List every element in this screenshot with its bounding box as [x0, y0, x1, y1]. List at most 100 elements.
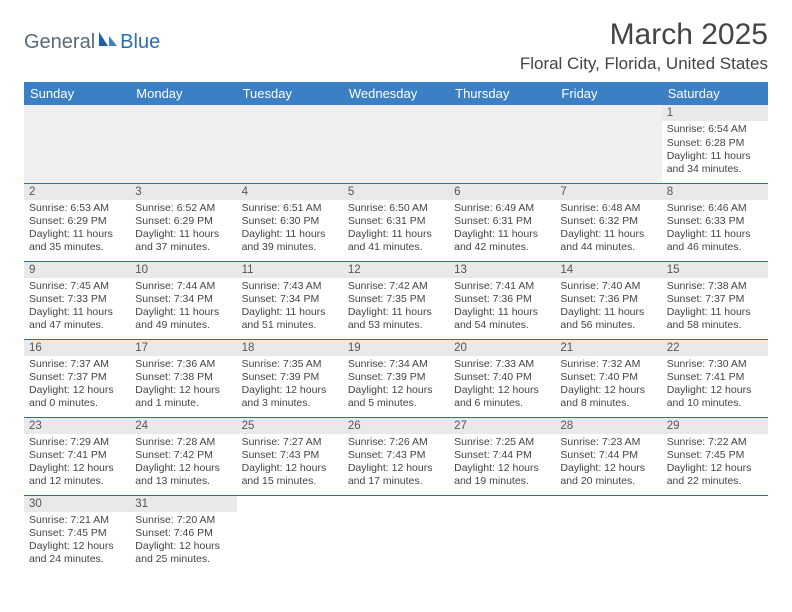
calendar-day: 12Sunrise: 7:42 AMSunset: 7:35 PMDayligh…: [343, 261, 449, 339]
calendar-day: 26Sunrise: 7:26 AMSunset: 7:43 PMDayligh…: [343, 417, 449, 495]
daylight-text-2: and 17 minutes.: [348, 475, 444, 488]
day-body: Sunrise: 6:50 AMSunset: 6:31 PMDaylight:…: [343, 200, 449, 258]
daylight-text-2: and 10 minutes.: [667, 397, 763, 410]
calendar-day: 23Sunrise: 7:29 AMSunset: 7:41 PMDayligh…: [24, 417, 130, 495]
daylight-text: Daylight: 11 hours: [135, 306, 231, 319]
daylight-text-2: and 0 minutes.: [29, 397, 125, 410]
day-body: Sunrise: 7:44 AMSunset: 7:34 PMDaylight:…: [130, 278, 236, 336]
sunrise-text: Sunrise: 7:34 AM: [348, 358, 444, 371]
calendar-body: 1Sunrise: 6:54 AMSunset: 6:28 PMDaylight…: [24, 105, 768, 573]
sunrise-text: Sunrise: 7:23 AM: [560, 436, 656, 449]
daylight-text: Daylight: 11 hours: [29, 228, 125, 241]
sunset-text: Sunset: 7:39 PM: [242, 371, 338, 384]
daylight-text-2: and 20 minutes.: [560, 475, 656, 488]
day-body: Sunrise: 6:48 AMSunset: 6:32 PMDaylight:…: [555, 200, 661, 258]
sunset-text: Sunset: 7:37 PM: [667, 293, 763, 306]
calendar-day: 7Sunrise: 6:48 AMSunset: 6:32 PMDaylight…: [555, 183, 661, 261]
calendar-day: 9Sunrise: 7:45 AMSunset: 7:33 PMDaylight…: [24, 261, 130, 339]
sunrise-text: Sunrise: 7:38 AM: [667, 280, 763, 293]
day-number: 13: [449, 262, 555, 278]
sunset-text: Sunset: 7:39 PM: [348, 371, 444, 384]
calendar-day-empty: [237, 495, 343, 573]
day-number: 1: [662, 105, 768, 121]
day-number: 23: [24, 418, 130, 434]
sunrise-text: Sunrise: 7:33 AM: [454, 358, 550, 371]
daylight-text-2: and 8 minutes.: [560, 397, 656, 410]
daylight-text: Daylight: 12 hours: [135, 540, 231, 553]
day-number: 11: [237, 262, 343, 278]
daylight-text: Daylight: 11 hours: [29, 306, 125, 319]
sunrise-text: Sunrise: 7:32 AM: [560, 358, 656, 371]
day-body: Sunrise: 7:32 AMSunset: 7:40 PMDaylight:…: [555, 356, 661, 414]
calendar-day-empty: [24, 105, 130, 183]
calendar-day: 14Sunrise: 7:40 AMSunset: 7:36 PMDayligh…: [555, 261, 661, 339]
daylight-text: Daylight: 12 hours: [560, 462, 656, 475]
day-number: 4: [237, 184, 343, 200]
daylight-text-2: and 25 minutes.: [135, 553, 231, 566]
day-number: 2: [24, 184, 130, 200]
day-body: Sunrise: 7:36 AMSunset: 7:38 PMDaylight:…: [130, 356, 236, 414]
sunrise-text: Sunrise: 6:49 AM: [454, 202, 550, 215]
day-body: Sunrise: 7:42 AMSunset: 7:35 PMDaylight:…: [343, 278, 449, 336]
daylight-text: Daylight: 12 hours: [135, 462, 231, 475]
day-body: Sunrise: 7:23 AMSunset: 7:44 PMDaylight:…: [555, 434, 661, 492]
calendar-day: 13Sunrise: 7:41 AMSunset: 7:36 PMDayligh…: [449, 261, 555, 339]
daylight-text: Daylight: 11 hours: [667, 228, 763, 241]
day-number: 30: [24, 496, 130, 512]
sunrise-text: Sunrise: 6:52 AM: [135, 202, 231, 215]
day-number: 25: [237, 418, 343, 434]
daylight-text: Daylight: 12 hours: [29, 462, 125, 475]
page-title: March 2025: [520, 18, 768, 52]
calendar-week: 1Sunrise: 6:54 AMSunset: 6:28 PMDaylight…: [24, 105, 768, 183]
logo-text-blue: Blue: [120, 31, 160, 54]
daylight-text-2: and 53 minutes.: [348, 319, 444, 332]
sunset-text: Sunset: 6:29 PM: [29, 215, 125, 228]
sunset-text: Sunset: 7:36 PM: [560, 293, 656, 306]
calendar-day: 22Sunrise: 7:30 AMSunset: 7:41 PMDayligh…: [662, 339, 768, 417]
day-number: 15: [662, 262, 768, 278]
sunset-text: Sunset: 7:44 PM: [454, 449, 550, 462]
day-body: Sunrise: 7:43 AMSunset: 7:34 PMDaylight:…: [237, 278, 343, 336]
location-text: Floral City, Florida, United States: [520, 54, 768, 74]
sunset-text: Sunset: 7:34 PM: [242, 293, 338, 306]
day-number: 16: [24, 340, 130, 356]
daylight-text-2: and 58 minutes.: [667, 319, 763, 332]
calendar-day: 5Sunrise: 6:50 AMSunset: 6:31 PMDaylight…: [343, 183, 449, 261]
daylight-text: Daylight: 12 hours: [242, 384, 338, 397]
calendar-day: 4Sunrise: 6:51 AMSunset: 6:30 PMDaylight…: [237, 183, 343, 261]
calendar-week: 23Sunrise: 7:29 AMSunset: 7:41 PMDayligh…: [24, 417, 768, 495]
calendar-day-empty: [343, 495, 449, 573]
day-body: Sunrise: 6:52 AMSunset: 6:29 PMDaylight:…: [130, 200, 236, 258]
day-number: 7: [555, 184, 661, 200]
day-body: Sunrise: 7:37 AMSunset: 7:37 PMDaylight:…: [24, 356, 130, 414]
day-body: Sunrise: 6:46 AMSunset: 6:33 PMDaylight:…: [662, 200, 768, 258]
calendar-day: 21Sunrise: 7:32 AMSunset: 7:40 PMDayligh…: [555, 339, 661, 417]
sunrise-text: Sunrise: 6:53 AM: [29, 202, 125, 215]
daylight-text-2: and 37 minutes.: [135, 241, 231, 254]
daylight-text-2: and 22 minutes.: [667, 475, 763, 488]
daylight-text-2: and 13 minutes.: [135, 475, 231, 488]
calendar-day-empty: [343, 105, 449, 183]
calendar-day: 18 Sunrise: 7:35 AMSunset: 7:39 PMDayligh…: [237, 339, 343, 417]
daylight-text: Daylight: 12 hours: [454, 384, 550, 397]
day-number: 31: [130, 496, 236, 512]
sunrise-text: Sunrise: 7:43 AM: [242, 280, 338, 293]
sunrise-text: Sunrise: 7:26 AM: [348, 436, 444, 449]
daylight-text-2: and 44 minutes.: [560, 241, 656, 254]
daylight-text: Daylight: 11 hours: [454, 306, 550, 319]
daylight-text: Daylight: 11 hours: [560, 228, 656, 241]
calendar-week: 30Sunrise: 7:21 AMSunset: 7:45 PMDayligh…: [24, 495, 768, 573]
day-body: Sunrise: 7:38 AMSunset: 7:37 PMDaylight:…: [662, 278, 768, 336]
day-number: 9: [24, 262, 130, 278]
sunrise-text: Sunrise: 7:44 AM: [135, 280, 231, 293]
daylight-text-2: and 56 minutes.: [560, 319, 656, 332]
sunrise-text: Sunrise: 7:35 AM: [242, 358, 338, 371]
daylight-text-2: and 6 minutes.: [454, 397, 550, 410]
sunrise-text: Sunrise: 6:51 AM: [242, 202, 338, 215]
day-number: 18: [237, 340, 343, 356]
sunset-text: Sunset: 7:44 PM: [560, 449, 656, 462]
header: General Blue March 2025 Floral City, Flo…: [24, 18, 768, 74]
calendar-day: 24Sunrise: 7:28 AMSunset: 7:42 PMDayligh…: [130, 417, 236, 495]
day-number: 28: [555, 418, 661, 434]
day-number: 5: [343, 184, 449, 200]
